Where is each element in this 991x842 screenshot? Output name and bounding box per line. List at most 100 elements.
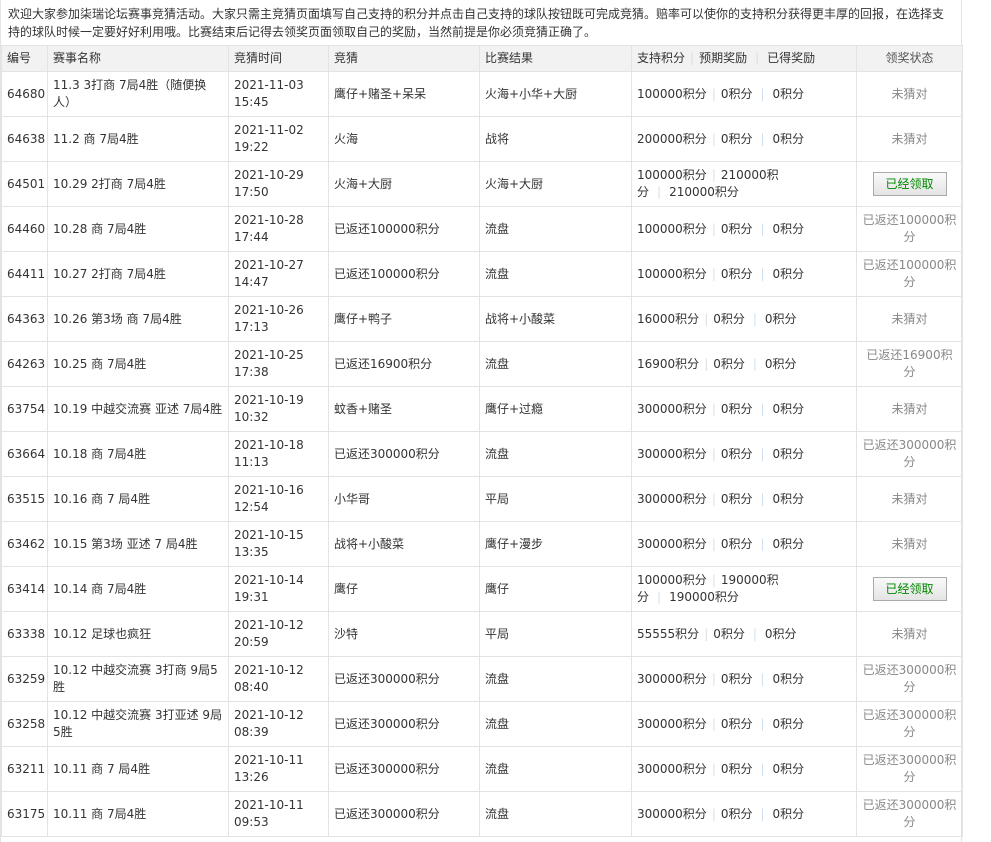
separator: | bbox=[711, 761, 716, 776]
time-clock: 13:35 bbox=[234, 545, 269, 559]
cell-time: 2021-10-27 14:47 bbox=[228, 251, 329, 297]
support-points: 200000积分 bbox=[637, 131, 707, 146]
support-points: 100000积分 bbox=[637, 266, 707, 281]
time-date: 2021-10-11 bbox=[234, 798, 304, 812]
cell-name: 10.25 商 7局4胜 bbox=[47, 341, 229, 387]
expected-reward: 0积分 bbox=[720, 221, 753, 236]
time-date: 2021-11-03 bbox=[234, 78, 304, 92]
time-clock: 12:54 bbox=[234, 500, 269, 514]
cell-guess: 已返还300000积分 bbox=[328, 656, 480, 702]
time-date: 2021-10-19 bbox=[234, 393, 304, 407]
expected-reward: 0积分 bbox=[720, 716, 753, 731]
earned-reward: 0积分 bbox=[772, 86, 805, 101]
separator: | bbox=[760, 716, 765, 731]
time-clock: 14:47 bbox=[234, 275, 269, 289]
separator: | bbox=[760, 671, 765, 686]
separator: | bbox=[752, 626, 757, 641]
header-name: 赛事名称 bbox=[47, 45, 229, 72]
support-points: 300000积分 bbox=[637, 716, 707, 731]
cell-guess: 已返还300000积分 bbox=[328, 746, 480, 792]
cell-id: 63754 bbox=[1, 386, 48, 432]
cell-id: 63259 bbox=[1, 656, 48, 702]
time-date: 2021-10-14 bbox=[234, 573, 304, 587]
status-text: 已返还100000积分 bbox=[862, 213, 957, 244]
time-date: 2021-10-25 bbox=[234, 348, 304, 362]
cell-status: 已经领取 bbox=[856, 566, 963, 612]
cell-id: 64638 bbox=[1, 116, 48, 162]
earned-reward: 0积分 bbox=[772, 761, 805, 776]
cell-guess: 蚊香+赌圣 bbox=[328, 386, 480, 432]
cell-points: 100000积分 | 0积分 | 0积分 bbox=[631, 71, 857, 117]
table-row: 63515 10.16 商 7 局4胜 2021-10-16 12:54 小华哥 平局 30… bbox=[1, 476, 963, 522]
status-text: 未猜对 bbox=[891, 131, 928, 146]
cell-id: 63211 bbox=[1, 746, 48, 792]
expected-reward: 0积分 bbox=[720, 761, 753, 776]
earned-reward: 0积分 bbox=[772, 671, 805, 686]
cell-name: 10.12 中越交流赛 3打商 9局5胜 bbox=[47, 656, 229, 702]
separator: | bbox=[760, 806, 765, 821]
status-text: 未猜对 bbox=[891, 86, 928, 101]
time-date: 2021-11-02 bbox=[234, 123, 304, 137]
cell-points: 100000积分 | 0积分 | 0积分 bbox=[631, 206, 857, 252]
cell-result: 鹰仔 bbox=[479, 566, 632, 612]
cell-result: 流盘 bbox=[479, 701, 632, 747]
cell-time: 2021-10-11 09:53 bbox=[228, 791, 329, 837]
separator: | bbox=[711, 806, 716, 821]
cell-points: 200000积分 | 0积分 | 0积分 bbox=[631, 116, 857, 162]
time-clock: 10:32 bbox=[234, 410, 269, 424]
support-points: 300000积分 bbox=[637, 491, 707, 506]
time-clock: 17:13 bbox=[234, 320, 269, 334]
time-clock: 20:59 bbox=[234, 635, 269, 649]
table-row: 63259 10.12 中越交流赛 3打商 9局5胜 2021-10-12 08:40… bbox=[1, 656, 963, 702]
separator: | bbox=[711, 86, 716, 101]
cell-points: 300000积分 | 0积分 | 0积分 bbox=[631, 386, 857, 432]
support-points: 300000积分 bbox=[637, 536, 707, 551]
earned-reward: 190000积分 bbox=[669, 590, 739, 604]
cell-id: 63258 bbox=[1, 701, 48, 747]
support-points: 100000积分 bbox=[637, 168, 707, 182]
cell-points: 100000积分 | 190000积分 | 190000积分 bbox=[631, 566, 857, 612]
cell-points: 300000积分 | 0积分 | 0积分 bbox=[631, 476, 857, 522]
time-date: 2021-10-12 bbox=[234, 618, 304, 632]
support-points: 100000积分 bbox=[637, 221, 707, 236]
cell-status: 已返还100000积分 bbox=[856, 251, 963, 297]
separator: | bbox=[711, 131, 716, 146]
support-points: 300000积分 bbox=[637, 761, 707, 776]
support-points: 300000积分 bbox=[637, 806, 707, 821]
cell-result: 流盘 bbox=[479, 206, 632, 252]
header-status: 领奖状态 bbox=[856, 45, 963, 72]
table-row: 64638 11.2 商 7局4胜 2021-11-02 19:22 火海 战将 20000… bbox=[1, 116, 963, 162]
cell-points: 300000积分 | 0积分 | 0积分 bbox=[631, 656, 857, 702]
table-row: 64411 10.27 2打商 7局4胜 2021-10-27 14:47 已返还100… bbox=[1, 251, 963, 297]
earned-reward: 0积分 bbox=[772, 446, 805, 461]
table-row: 63664 10.18 商 7局4胜 2021-10-18 11:13 已返还30000… bbox=[1, 431, 963, 477]
header-earned: 已得奖励 bbox=[767, 51, 816, 65]
cell-result: 战将 bbox=[479, 116, 632, 162]
claimed-button[interactable]: 已经领取 bbox=[872, 577, 947, 601]
cell-id: 64680 bbox=[1, 71, 48, 117]
separator: | bbox=[711, 671, 716, 686]
expected-reward: 0积分 bbox=[720, 266, 753, 281]
earned-reward: 0积分 bbox=[764, 356, 797, 371]
cell-name: 10.19 中越交流赛 亚述 7局4胜 bbox=[47, 386, 229, 432]
separator: | bbox=[657, 185, 662, 199]
cell-result: 火海+大厨 bbox=[479, 161, 632, 207]
time-date: 2021-10-29 bbox=[234, 168, 304, 182]
cell-id: 64363 bbox=[1, 296, 48, 342]
earned-reward: 0积分 bbox=[772, 536, 805, 551]
page: 欢迎大家参加柒瑞论坛赛事竞猜活动。大家只需主竞猜页面填写自己支持的积分并点击自己… bbox=[0, 0, 963, 842]
cell-time: 2021-10-11 13:26 bbox=[228, 746, 329, 792]
time-clock: 08:39 bbox=[234, 725, 269, 739]
separator: | bbox=[711, 491, 716, 506]
cell-guess: 已返还100000积分 bbox=[328, 206, 480, 252]
cell-status: 未猜对 bbox=[856, 71, 963, 117]
cell-guess: 已返还300000积分 bbox=[328, 431, 480, 477]
cell-name: 10.12 中越交流赛 3打亚述 9局5胜 bbox=[47, 701, 229, 747]
claimed-button[interactable]: 已经领取 bbox=[872, 172, 947, 196]
separator: | bbox=[752, 311, 757, 326]
cell-status: 已返还300000积分 bbox=[856, 746, 963, 792]
separator: | bbox=[760, 131, 765, 146]
cell-points: 16900积分 | 0积分 | 0积分 bbox=[631, 341, 857, 387]
earned-reward: 0积分 bbox=[764, 311, 797, 326]
cell-status: 已返还300000积分 bbox=[856, 791, 963, 837]
